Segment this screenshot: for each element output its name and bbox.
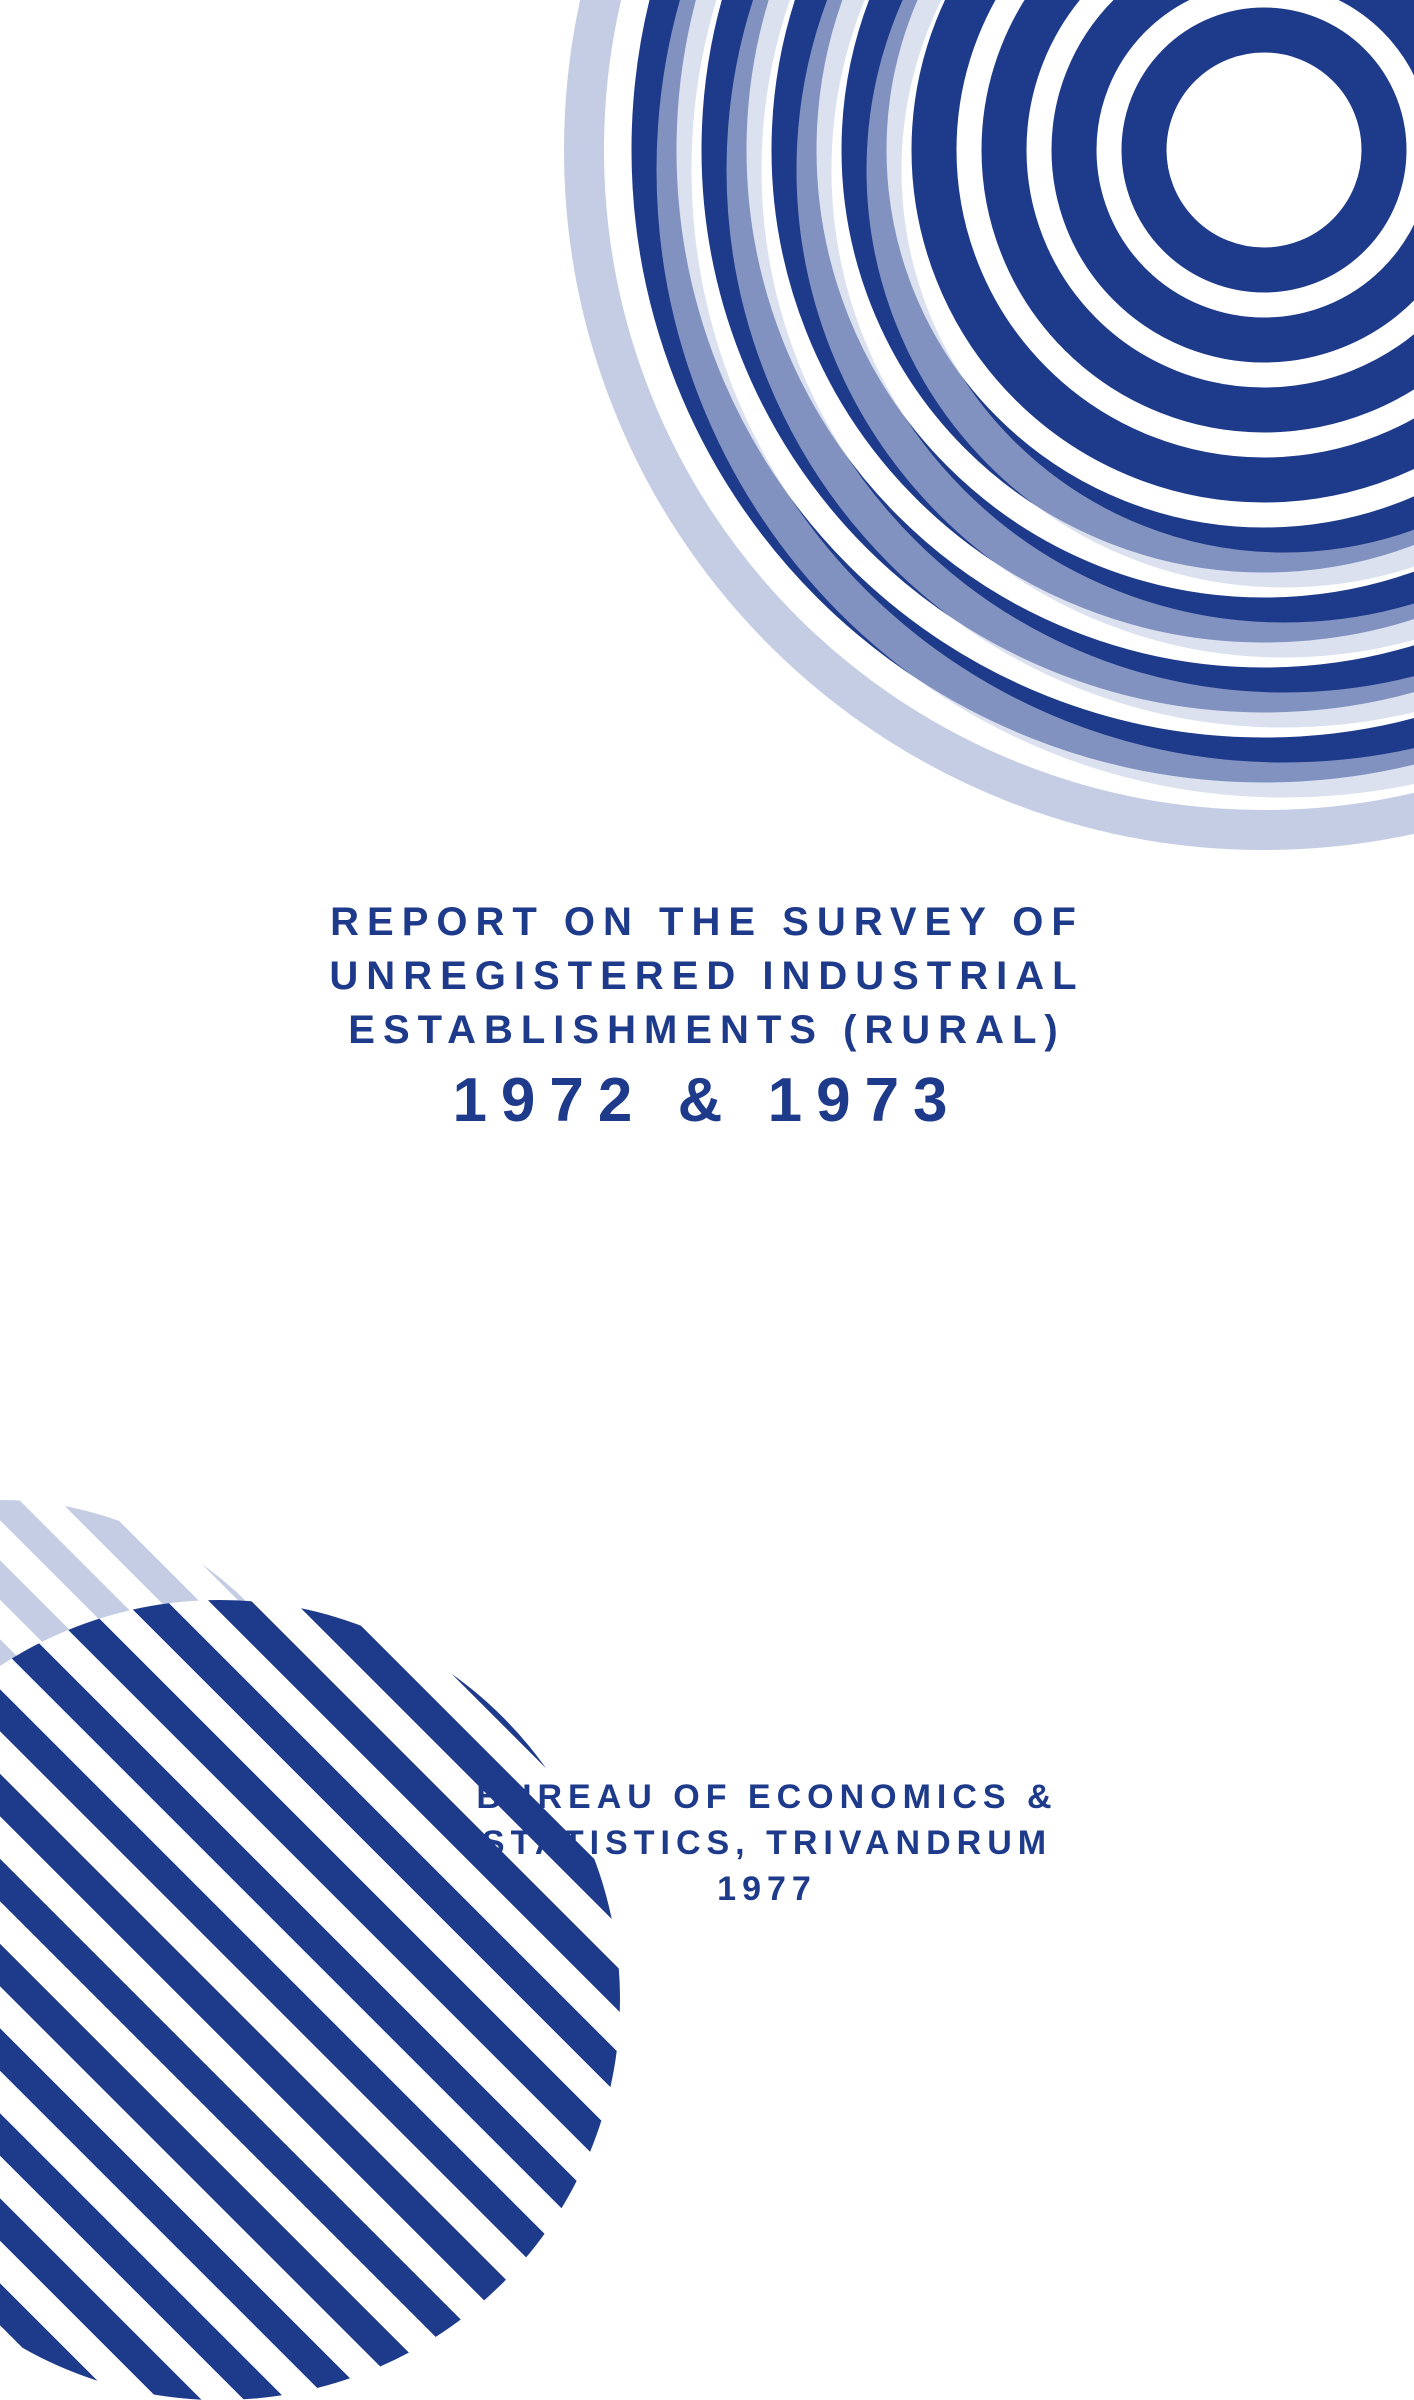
publisher-line-1: BUREAU OF ECONOMICS & xyxy=(120,1775,1414,1821)
title-line-2: UNREGISTERED INDUSTRIAL xyxy=(0,949,1414,1003)
bottom-left-dark-stripes-decoration xyxy=(0,1600,620,2400)
arcs-svg xyxy=(564,0,1414,850)
title-block: REPORT ON THE SURVEY OF UNREGISTERED IND… xyxy=(0,895,1414,1136)
title-line-3: ESTABLISHMENTS (RURAL) xyxy=(0,1003,1414,1057)
title-line-1: REPORT ON THE SURVEY OF xyxy=(0,895,1414,949)
title-year: 1972 & 1973 xyxy=(0,1065,1414,1136)
top-right-arcs-decoration xyxy=(564,0,1414,850)
cover-page: REPORT ON THE SURVEY OF UNREGISTERED IND… xyxy=(0,0,1414,2000)
publisher-block: BUREAU OF ECONOMICS & STATISTICS, TRIVAN… xyxy=(0,1775,1414,1913)
publisher-year: 1977 xyxy=(120,1867,1414,1913)
publisher-line-2: STATISTICS, TRIVANDRUM xyxy=(120,1821,1414,1867)
